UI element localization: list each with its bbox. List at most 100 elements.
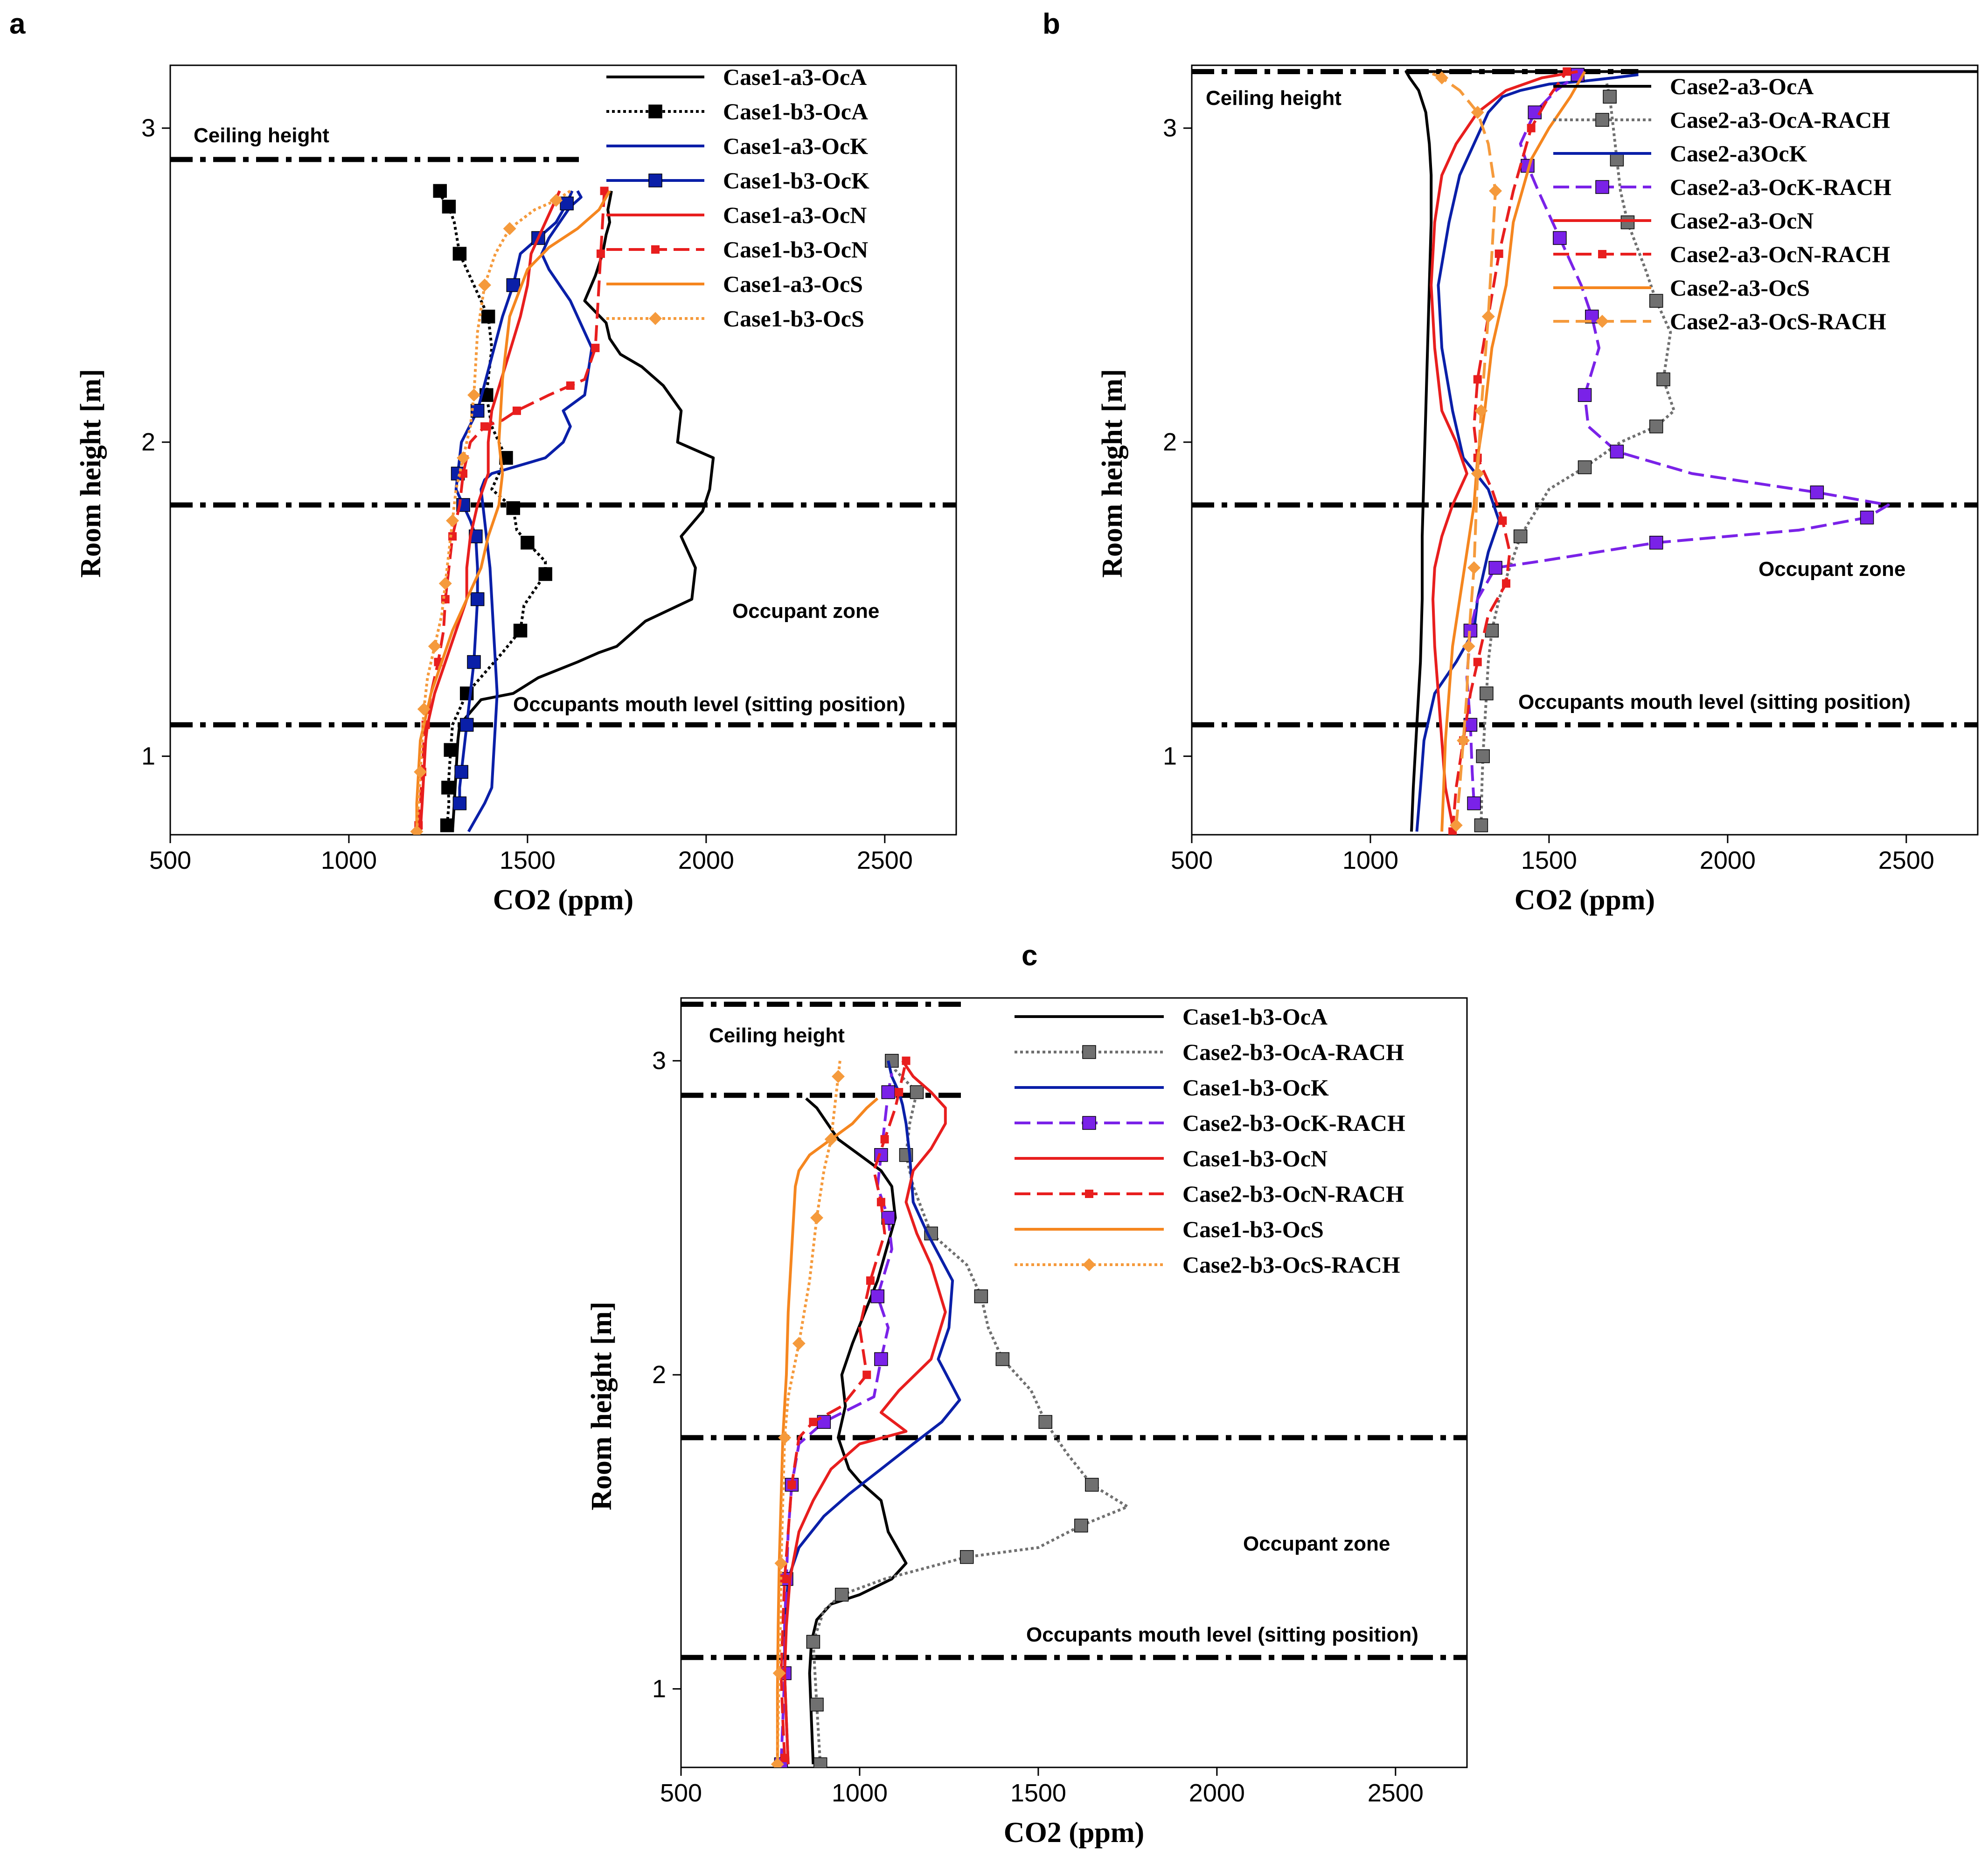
legend-marker xyxy=(649,312,662,325)
data-point-marker xyxy=(549,194,563,207)
data-point-marker xyxy=(787,1480,796,1489)
data-point-marker xyxy=(1467,561,1481,575)
data-point-marker xyxy=(974,1289,988,1303)
x-tick-label: 1000 xyxy=(1342,846,1398,874)
data-point-marker xyxy=(1649,535,1663,550)
data-point-marker xyxy=(1502,579,1510,588)
data-point-marker xyxy=(513,623,528,637)
data-point-marker xyxy=(428,639,441,653)
data-point-marker xyxy=(774,1557,788,1570)
panel-letter-a: a xyxy=(9,8,26,40)
data-point-marker xyxy=(1471,467,1484,480)
series-line xyxy=(451,190,715,832)
data-point-marker xyxy=(780,1753,789,1762)
legend-label: Case1-b3-OcK xyxy=(723,167,869,194)
legend-label: Case2-b3-OcS-RACH xyxy=(1182,1252,1400,1278)
chart-panel-c: 500 1000 1500 2000 2500 1 2 3 CO2 (ppm) Room heig… xyxy=(586,997,1468,1849)
data-point-marker xyxy=(440,818,454,832)
x-tick-label: 2500 xyxy=(857,846,913,874)
data-point-marker xyxy=(881,1085,895,1099)
legend-label: Case1-a3-OcK xyxy=(723,133,868,159)
legend-marker xyxy=(651,245,660,254)
data-point-marker xyxy=(876,1198,885,1206)
legend-label: Case1-b3-OcS xyxy=(1182,1216,1324,1242)
data-point-marker xyxy=(417,702,431,716)
data-point-marker xyxy=(521,535,535,550)
data-point-marker xyxy=(596,249,605,258)
x-tick-label: 500 xyxy=(1171,846,1213,874)
plot-frame-c xyxy=(680,997,1468,1768)
data-point-marker xyxy=(538,567,552,581)
data-point-marker xyxy=(874,1352,888,1366)
x-tick-label: 500 xyxy=(149,846,191,874)
series-line xyxy=(1465,73,1890,803)
legend-label: Case2-a3-OcA xyxy=(1670,73,1814,99)
reference-line-label: Occupants mouth level (sitting position) xyxy=(1518,691,1911,713)
y-tick-label: 2 xyxy=(141,428,155,456)
y-axis-title: Room height [m] xyxy=(586,1302,618,1510)
data-point-marker xyxy=(459,469,468,478)
x-tick-label: 1500 xyxy=(1010,1779,1066,1807)
data-point-marker xyxy=(1656,372,1670,387)
series-line xyxy=(1451,70,1568,832)
data-point-marker xyxy=(895,1088,904,1097)
data-point-marker xyxy=(1494,249,1503,258)
data-point-marker xyxy=(454,765,468,779)
data-point-marker xyxy=(1860,511,1874,525)
data-point-marker xyxy=(806,1634,820,1649)
series-line xyxy=(1404,70,1978,832)
data-point-marker xyxy=(1462,639,1475,653)
data-point-marker xyxy=(452,796,467,810)
data-point-marker xyxy=(862,1371,871,1379)
legend-marker xyxy=(1595,113,1609,127)
reference-line-label: Occupants mouth level (sitting position) xyxy=(513,693,905,716)
y-tick-label: 1 xyxy=(141,742,155,770)
data-point-marker xyxy=(1527,124,1536,132)
legend-label: Case2-a3-OcN-RACH xyxy=(1670,241,1890,267)
data-point-marker xyxy=(813,1757,827,1767)
panel-letter-b: b xyxy=(1043,8,1060,40)
reference-line-label: Ceiling height xyxy=(194,124,329,147)
legend-label: Case2-a3OcK xyxy=(1670,140,1807,166)
data-point-marker xyxy=(478,278,491,292)
data-point-marker xyxy=(470,592,485,606)
y-axis-title: Room height [m] xyxy=(75,369,107,578)
reference-line-label: Ceiling height xyxy=(1206,87,1342,110)
y-tick-label: 3 xyxy=(1163,114,1177,142)
legend-marker xyxy=(648,104,662,118)
series-line xyxy=(419,190,561,832)
legend-label: Case2-b3-OcA-RACH xyxy=(1182,1039,1404,1065)
legend-marker xyxy=(1082,1045,1096,1059)
legend-label: Case1-a3-OcA xyxy=(723,64,867,90)
data-point-marker xyxy=(1810,485,1824,499)
data-point-marker xyxy=(824,1133,838,1146)
y-tick-label: 1 xyxy=(652,1675,666,1703)
data-point-marker xyxy=(438,577,452,590)
data-point-marker xyxy=(809,1418,818,1427)
data-point-marker xyxy=(600,187,609,195)
data-point-marker xyxy=(995,1352,1010,1366)
data-point-marker xyxy=(834,1587,849,1602)
data-point-marker xyxy=(566,381,575,390)
data-point-marker xyxy=(467,388,481,402)
chart-panel-a: 500 1000 1500 2000 2500 1 2 3 CO2 (ppm) Room heig… xyxy=(75,64,957,916)
legend-label: Case2-b3-OcN-RACH xyxy=(1182,1181,1404,1207)
data-point-marker xyxy=(1620,215,1635,229)
legend-label: Case1-b3-OcA xyxy=(1182,1004,1328,1030)
data-point-marker xyxy=(1610,152,1624,166)
data-point-marker xyxy=(1489,184,1502,198)
data-point-marker xyxy=(1553,231,1567,245)
x-axis-title: CO2 (ppm) xyxy=(493,884,633,916)
series-line xyxy=(805,1097,908,1765)
data-point-marker xyxy=(880,1135,889,1144)
data-point-marker xyxy=(1474,818,1488,832)
reference-line-label: Ceiling height xyxy=(709,1024,845,1047)
legend-label: Case1-b3-OcK xyxy=(1182,1074,1329,1101)
data-point-marker xyxy=(1498,516,1507,525)
x-axis-title: CO2 (ppm) xyxy=(1004,1817,1144,1849)
legend-label: Case1-b3-OcN xyxy=(1182,1145,1328,1171)
legend-label: Case1-b3-OcS xyxy=(723,305,864,332)
data-point-marker xyxy=(410,825,424,835)
reference-line-label: Occupant zone xyxy=(732,600,879,623)
data-point-marker xyxy=(1603,90,1617,104)
